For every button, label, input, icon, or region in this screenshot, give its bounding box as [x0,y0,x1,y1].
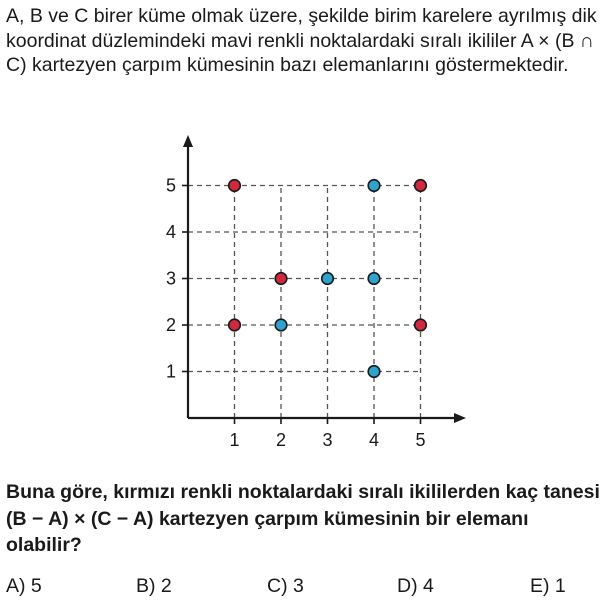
option-e[interactable]: E) 1 [530,575,566,597]
y-tick-label: 1 [166,362,176,382]
question-prompt: Buna göre, kırmızı renkli noktalardaki s… [6,481,600,556]
y-tick-label: 3 [166,269,176,289]
x-axis-arrow-icon [454,413,466,423]
grid [188,184,422,418]
blue-point [367,364,381,379]
data-points [227,178,428,379]
x-tick-label: 4 [369,430,379,450]
red-point [413,178,428,193]
x-tick-label: 3 [322,430,332,450]
red-point [274,271,288,286]
red-point [227,318,242,332]
option-d[interactable]: D) 4 [397,575,434,597]
blue-point [274,318,288,332]
question-intro: A, B ve C birer küme olmak üzere, şekild… [6,5,597,76]
tick-labels: 1 2 3 4 5 1 2 3 4 5 [166,176,426,451]
y-axis-arrow-icon [183,135,193,147]
red-point [413,318,428,332]
red-point [227,178,242,193]
y-tick-label: 2 [166,315,176,335]
option-b[interactable]: B) 2 [136,575,172,597]
x-tick-label: 5 [415,430,425,450]
blue-point [367,178,381,193]
blue-point [367,271,381,286]
y-tick-label: 5 [166,176,176,196]
x-tick-label: 2 [276,430,286,450]
axes [182,135,466,424]
option-c[interactable]: C) 3 [267,575,304,597]
option-a[interactable]: A) 5 [6,575,42,597]
blue-point [320,271,335,286]
y-tick-label: 4 [166,222,176,242]
x-tick-label: 1 [229,430,239,450]
